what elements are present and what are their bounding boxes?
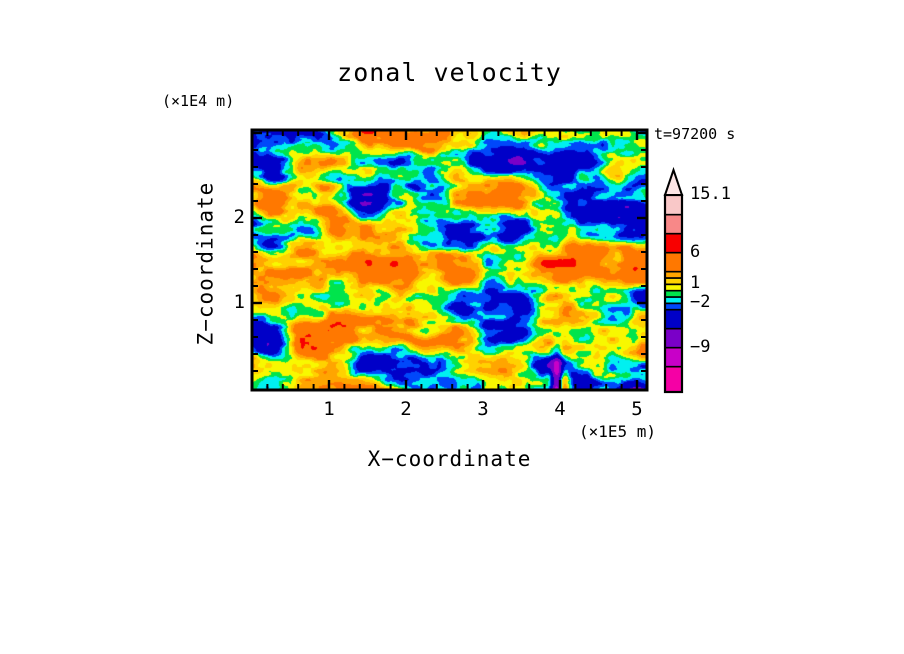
colorbar-segment [664, 296, 683, 305]
z-axis-unit-label: (×1E4 m) [162, 92, 235, 110]
colorbar-segment [664, 308, 683, 330]
colorbar-segment [664, 327, 683, 349]
colorbar-value-label: −2 [690, 292, 711, 313]
plot-frame [250, 128, 649, 392]
x-tick-label: 2 [400, 398, 412, 420]
colorbar-value-label: 15.1 [690, 184, 731, 204]
x-tick-label: 5 [631, 398, 643, 420]
x-axis-unit-label: (×1E5 m) [578, 422, 656, 441]
colorbar-segment [664, 289, 683, 298]
page-title: zonal velocity [337, 58, 562, 87]
colorbar-value-label: 1 [690, 273, 701, 294]
colorbar-value-label: −9 [690, 336, 711, 357]
z-axis-title: Z−coordinate [193, 181, 218, 346]
colorbar-segment [664, 251, 683, 273]
x-tick-label: 3 [477, 398, 489, 420]
contour-field [252, 130, 647, 390]
colorbar-segment [664, 270, 683, 279]
colorbar-segment [664, 346, 683, 368]
x-tick-label: 1 [323, 398, 335, 420]
colorbar-segment [664, 302, 683, 311]
colorbar-over-arrow [663, 166, 684, 196]
z-tick-label: 1 [233, 291, 245, 313]
colorbar-segment [664, 213, 683, 235]
x-axis-title: X−coordinate [367, 447, 532, 471]
time-annotation: t=97200 s [654, 125, 736, 143]
colorbar-segment [664, 194, 683, 216]
colorbar-segment [664, 277, 683, 286]
z-tick-label: 2 [233, 206, 245, 228]
colorbar-segment [664, 365, 683, 393]
colorbar-segment [664, 283, 683, 292]
colorbar-segment [664, 232, 683, 254]
colorbar-value-label: 6 [690, 241, 701, 262]
x-tick-label: 4 [554, 398, 566, 420]
